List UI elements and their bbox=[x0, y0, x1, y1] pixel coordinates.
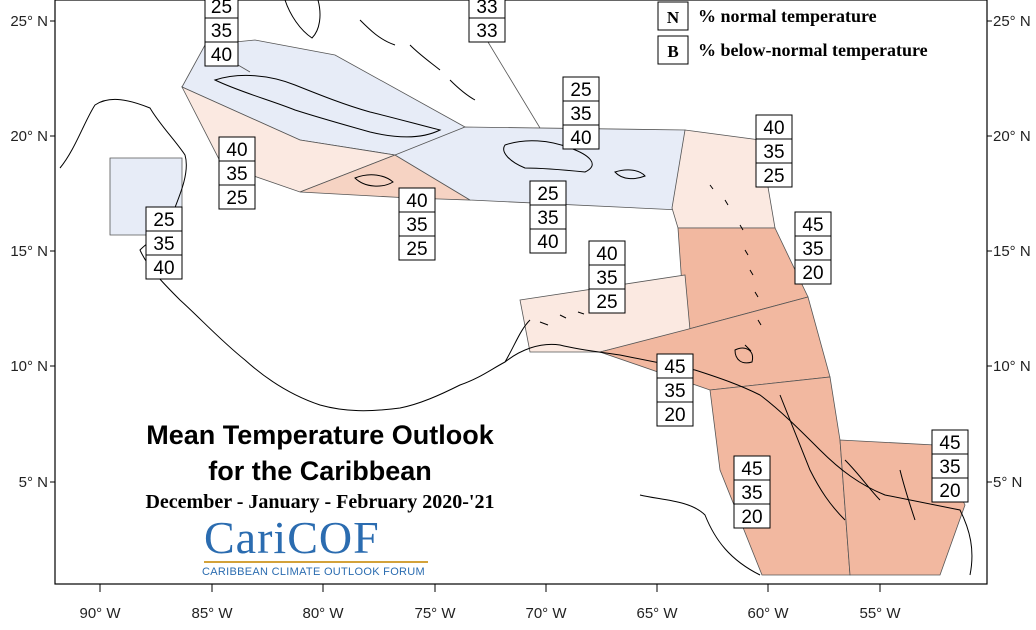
probability-box-bahamas-top: 25 35 40 bbox=[204, 0, 239, 67]
probability-box-jamaica: 40 35 25 bbox=[398, 187, 436, 261]
lon-label: 85° W bbox=[191, 605, 233, 622]
prob-value: 40 bbox=[226, 140, 247, 161]
map-title-line2: for the Caribbean bbox=[208, 456, 432, 486]
prob-value: 35 bbox=[664, 381, 685, 402]
prob-value: 35 bbox=[153, 234, 174, 255]
longitude-axis: 90° W 85° W 80° W 75° W 70° W 65° W 60° … bbox=[79, 584, 901, 622]
logo-divider bbox=[204, 561, 428, 563]
lon-label: 90° W bbox=[79, 605, 121, 622]
caricof-tagline: CARIBBEAN CLIMATE OUTLOOK FORUM bbox=[202, 566, 426, 578]
probability-box-french-guiana: 45 35 20 bbox=[931, 429, 969, 503]
prob-value: 35 bbox=[802, 239, 823, 260]
prob-value: 25 bbox=[226, 188, 247, 209]
lat-label: 20° N bbox=[993, 128, 1031, 145]
lon-label: 60° W bbox=[747, 605, 789, 622]
prob-value: 35 bbox=[226, 164, 247, 185]
legend-key-below: B bbox=[667, 42, 678, 61]
prob-value: 35 bbox=[406, 215, 427, 236]
probability-box-bahamas-east-top: 33 33 bbox=[468, 0, 506, 43]
prob-value: 40 bbox=[537, 232, 558, 253]
prob-value: 25 bbox=[570, 80, 591, 101]
prob-value: 20 bbox=[939, 481, 960, 502]
lat-label: 10° N bbox=[10, 358, 48, 375]
prob-value: 35 bbox=[211, 21, 232, 42]
coastline-cuba bbox=[213, 74, 442, 138]
prob-value: 40 bbox=[763, 118, 784, 139]
probability-box-windwards: 45 35 20 bbox=[794, 211, 832, 285]
coastline-jamaica bbox=[354, 174, 394, 187]
coastlines bbox=[59, 0, 973, 576]
prob-value: 45 bbox=[664, 357, 685, 378]
legend-label-normal: % normal temperature bbox=[698, 6, 877, 26]
prob-value: 35 bbox=[763, 142, 784, 163]
coastline-bahamas bbox=[359, 19, 476, 101]
prob-value: 35 bbox=[570, 104, 591, 125]
prob-value: 25 bbox=[763, 166, 784, 187]
lat-label: 25° N bbox=[10, 13, 48, 30]
lat-label: 20° N bbox=[10, 128, 48, 145]
coastline-borders bbox=[779, 394, 916, 521]
coastline-amazon bbox=[639, 494, 761, 576]
lat-label: 25° N bbox=[993, 13, 1031, 30]
prob-value: 25 bbox=[153, 210, 174, 231]
prob-value: 20 bbox=[664, 405, 685, 426]
prob-value: 45 bbox=[939, 433, 960, 454]
prob-value: 45 bbox=[741, 459, 762, 480]
latitude-axis-right: 25° N 20° N 15° N 10° N 5° N bbox=[987, 13, 1031, 491]
map-title-line1: Mean Temperature Outlook bbox=[146, 420, 494, 450]
caricof-logo: CariCOF bbox=[204, 512, 380, 563]
prob-value: 40 bbox=[406, 191, 427, 212]
prob-value: 40 bbox=[596, 244, 617, 265]
lat-label: 15° N bbox=[993, 243, 1031, 260]
probability-box-trinidad: 45 35 20 bbox=[656, 353, 694, 427]
lon-label: 65° W bbox=[636, 605, 678, 622]
probability-box-abc: 40 35 25 bbox=[588, 240, 626, 314]
probability-box-belize: 25 35 40 bbox=[145, 206, 183, 280]
leader-lines bbox=[237, 41, 541, 129]
prob-value: 25 bbox=[406, 239, 427, 260]
prob-value: 40 bbox=[153, 258, 174, 279]
prob-value: 25 bbox=[596, 292, 617, 313]
probability-box-cuba-south: 40 35 25 bbox=[218, 136, 256, 210]
coastline-puerto-rico bbox=[614, 169, 646, 180]
legend-key-normal: N bbox=[667, 8, 680, 27]
coastline-trinidad bbox=[734, 347, 754, 364]
probability-box-hispaniola: 25 35 40 bbox=[529, 180, 567, 254]
prob-value: 35 bbox=[537, 208, 558, 229]
lat-label: 15° N bbox=[10, 243, 48, 260]
prob-value: 35 bbox=[596, 268, 617, 289]
legend: N % normal temperature B % below-normal … bbox=[657, 1, 928, 65]
lat-label: 10° N bbox=[993, 358, 1031, 375]
latitude-axis-left: 25° N 20° N 15° N 10° N 5° N bbox=[10, 13, 55, 491]
probability-box-turks-caicos: 25 35 40 bbox=[562, 76, 600, 150]
prob-value: 20 bbox=[741, 507, 762, 528]
lat-label: 5° N bbox=[993, 474, 1022, 491]
lon-label: 70° W bbox=[525, 605, 567, 622]
prob-value: 33 bbox=[476, 21, 497, 42]
prob-value: 35 bbox=[939, 457, 960, 478]
prob-value: 20 bbox=[802, 263, 823, 284]
probability-box-guyana: 45 35 20 bbox=[733, 455, 771, 529]
probability-box-northern-leewards: 40 35 25 bbox=[755, 114, 793, 188]
map-subtitle: December - January - February 2020-'21 bbox=[145, 491, 495, 513]
prob-value: 33 bbox=[476, 0, 497, 18]
lon-label: 55° W bbox=[859, 605, 901, 622]
prob-value: 35 bbox=[741, 483, 762, 504]
coastline-south-america bbox=[504, 343, 973, 576]
coastline-lesser-antilles bbox=[709, 184, 762, 352]
prob-value: 40 bbox=[211, 45, 232, 66]
coastline-gulf-mexico bbox=[59, 98, 531, 412]
prob-value: 25 bbox=[537, 184, 558, 205]
prob-value: 40 bbox=[570, 128, 591, 149]
coastline-abc bbox=[539, 311, 585, 326]
lat-label: 5° N bbox=[19, 474, 48, 491]
legend-label-below: % below-normal temperature bbox=[698, 40, 928, 60]
coastline-florida bbox=[284, 0, 321, 39]
lon-label: 80° W bbox=[302, 605, 344, 622]
prob-value: 45 bbox=[802, 215, 823, 236]
prob-value: 25 bbox=[211, 0, 232, 18]
lon-label: 75° W bbox=[414, 605, 456, 622]
coastline-hispaniola bbox=[503, 140, 593, 173]
